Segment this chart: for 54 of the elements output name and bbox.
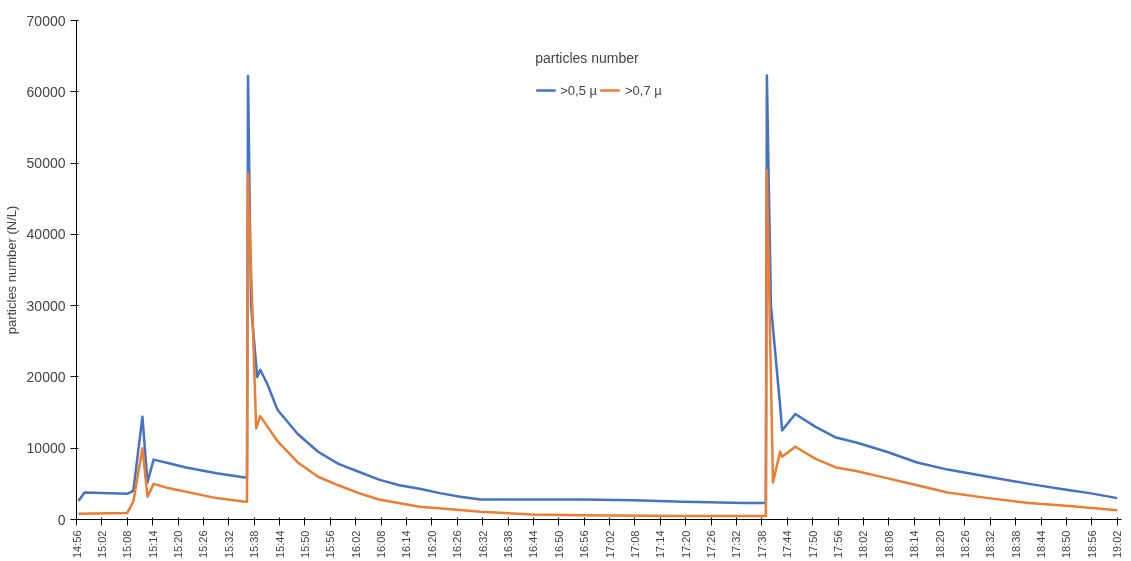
x-tick-label: 14:56	[70, 530, 83, 559]
x-tick-label: 15:56	[324, 530, 337, 559]
x-tick-label: 17:20	[679, 530, 692, 559]
y-tick-label: 30000	[26, 297, 66, 314]
x-tick-label: 16:08	[375, 530, 388, 559]
x-tick-label: 16:02	[349, 530, 362, 559]
x-tick-label: 18:02	[857, 530, 870, 559]
y-tick-label: 0	[57, 511, 66, 528]
legend-label: >0,5 µ	[560, 82, 597, 98]
x-tick-label: 15:26	[197, 530, 210, 559]
x-tick-label: 17:26	[705, 530, 718, 559]
x-tick-label: 18:44	[1035, 530, 1048, 559]
x-tick-label: 16:14	[400, 530, 413, 559]
x-tick-label: 16:26	[451, 530, 464, 559]
x-tick-label: 18:20	[933, 530, 946, 559]
x-tick-label: 18:14	[908, 530, 921, 559]
x-tick-label: 17:50	[806, 530, 819, 559]
x-tick-label: 17:02	[603, 530, 616, 559]
y-axis-title: particles number (N/L)	[3, 205, 19, 335]
x-tick-label: 15:32	[222, 530, 235, 559]
x-tick-label: 18:32	[984, 530, 997, 559]
x-tick-label: 15:44	[273, 530, 286, 559]
x-tick-label: 17:14	[654, 530, 667, 559]
x-tick-label: 17:44	[781, 530, 794, 559]
x-tick-label: 18:26	[958, 530, 971, 559]
x-tick-label: 16:56	[578, 530, 591, 559]
x-tick-label: 16:38	[502, 530, 515, 559]
legend-title: particles number	[535, 50, 640, 66]
legend-label: >0,7 µ	[625, 82, 662, 98]
y-tick-label: 10000	[26, 440, 66, 457]
x-tick-label: 16:32	[476, 530, 489, 559]
y-tick-label: 60000	[26, 83, 66, 100]
x-tick-label: 18:08	[882, 530, 895, 559]
x-tick-label: 15:38	[248, 530, 261, 559]
x-tick-label: 17:32	[730, 530, 743, 559]
x-tick-label: 18:56	[1085, 530, 1098, 559]
y-tick-label: 20000	[26, 368, 66, 385]
y-tick-label: 70000	[26, 12, 66, 29]
x-tick-label: 16:44	[527, 530, 540, 559]
x-tick-label: 19:02	[1111, 530, 1124, 559]
x-tick-label: 17:38	[755, 530, 768, 559]
y-tick-label: 50000	[26, 155, 66, 172]
x-tick-label: 15:14	[146, 530, 159, 559]
x-tick-label: 17:08	[628, 530, 641, 559]
x-tick-label: 18:50	[1060, 530, 1073, 559]
x-tick-label: 18:38	[1009, 530, 1022, 559]
x-tick-label: 16:50	[552, 530, 565, 559]
x-tick-label: 17:56	[832, 530, 845, 559]
x-tick-label: 16:20	[425, 530, 438, 559]
x-tick-label: 15:50	[298, 530, 311, 559]
y-tick-label: 40000	[26, 226, 66, 243]
x-tick-label: 15:02	[95, 530, 108, 559]
x-tick-label: 15:20	[172, 530, 185, 559]
x-tick-label: 15:08	[121, 530, 134, 559]
